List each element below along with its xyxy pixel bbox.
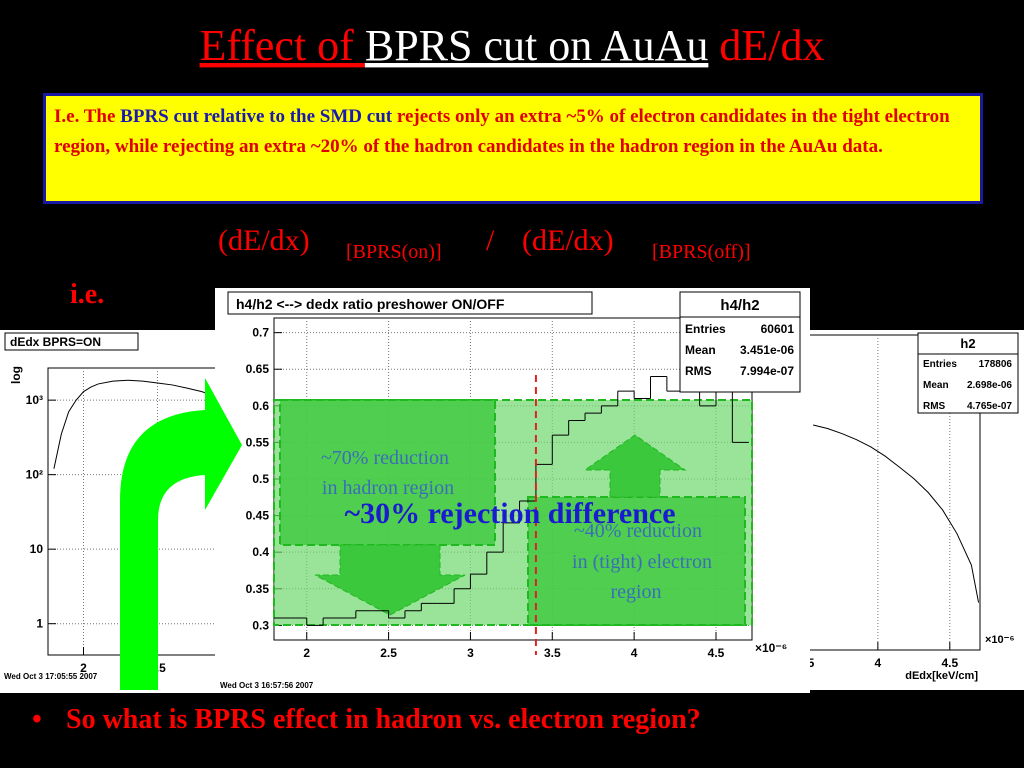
title-part: BPRS cut on AuAu [365,21,709,70]
summary-text: BPRS cut relative to the SMD cut [120,106,393,127]
stats-label: RMS [923,401,946,412]
y-tick-label: 0.6 [252,399,269,413]
y-tick-label: 0.45 [246,509,270,523]
stats-value: 3.451e-06 [740,343,794,357]
slide-title: Effect of BPRS cut on AuAu dE/dx [200,21,825,70]
stats-value: 60601 [761,322,795,336]
summary-text: rejects only an extra ~5% of electron ca… [54,106,950,157]
summary-box: I.e. The BPRS cut relative to the SMD cu… [43,93,983,204]
y-tick-label: 0.55 [246,435,270,449]
plot-title-box [4,332,139,351]
formula-part: (dE/dx) [522,224,614,257]
region-box [279,399,496,546]
stats-label: Mean [923,380,949,391]
histogram-line [53,379,232,469]
annotation: in (tight) electron [572,551,712,573]
annotation: ~30% rejection difference [344,497,675,530]
y-tick-label: 0.65 [246,362,270,376]
y-tick-label: 0.35 [246,582,270,596]
formula-part: [BPRS(off)] [652,241,751,263]
stats-box [679,291,801,393]
x-tick-label: 4 [875,656,882,670]
plot-title-box [227,291,593,315]
stats-box [917,332,1019,414]
x-tick-label: 2.5 [380,646,397,660]
stats-label: RMS [685,364,712,378]
plot-date: Wed Oct 3 17:05:55 2007 [4,672,98,681]
x-tick-label: 3.5 [544,646,561,660]
x-tick-label: 4.5 [708,646,725,660]
x-tick-label: 2 [80,661,87,675]
ie-label: i.e. [70,279,104,310]
y-tick-label: 10² [26,468,43,482]
y-tick-label: 0.4 [252,545,269,559]
x-tick-label: 4 [631,646,638,660]
plot-date: Wed Oct 3 16:57:56 2007 [220,681,314,690]
title-part: Effect of [200,21,365,70]
y-tick-label: 1 [36,617,43,631]
up-arrow [583,434,687,498]
stats-label: Mean [685,343,716,357]
title-part: dE/dx [708,21,824,70]
formula-part: [BPRS(on)] [346,241,442,263]
x-tick-label: 4.5 [941,656,958,670]
down-arrow [314,544,466,616]
annotation: ~70% reduction [321,447,449,469]
formula-part: (dE/dx) [218,224,310,257]
y-tick-label: 0.3 [252,618,269,632]
x-tick-label: 3 [467,646,474,660]
stats-label: Entries [923,359,957,370]
annotation: ~40% reduction [574,520,702,542]
stats-value: 2.698e-06 [967,380,1012,391]
stats-name: h2 [960,336,975,351]
x-tick-label: 2 [303,646,310,660]
stats-value: 4.765e-07 [967,401,1012,412]
y-tick-label: 10 [30,542,44,556]
stats-name: h4/h2 [720,297,759,314]
plot-title: h4/h2 <--> dedx ratio preshower ON/OFF [236,296,505,312]
stats-value: 7.994e-07 [740,364,794,378]
histogram-line [813,424,980,603]
summary-text: I.e. The [54,106,121,127]
annotation: region [610,581,661,603]
curved-arrow [120,378,242,690]
y-tick-label: 10³ [26,393,43,407]
x-axis-label: dEdx[keV/cm] [905,670,978,682]
stats-value: 178806 [979,359,1013,370]
x-scale-label: ×10⁻⁶ [985,634,1015,646]
x-scale-label: ×10⁻⁶ [755,641,787,655]
plot-title: dEdx BPRS=ON [10,335,101,349]
stats-label: Entries [685,322,726,336]
formula-part: / [486,224,495,257]
y-tick-label: 0.7 [252,326,269,340]
bullet-text: So what is BPRS effect in hadron vs. ele… [66,704,701,735]
y-tick-label: 0.5 [252,472,269,486]
y-axis-label: log [9,366,23,384]
bullet-mark: • [32,704,42,735]
annotation: in hadron region [322,477,454,499]
